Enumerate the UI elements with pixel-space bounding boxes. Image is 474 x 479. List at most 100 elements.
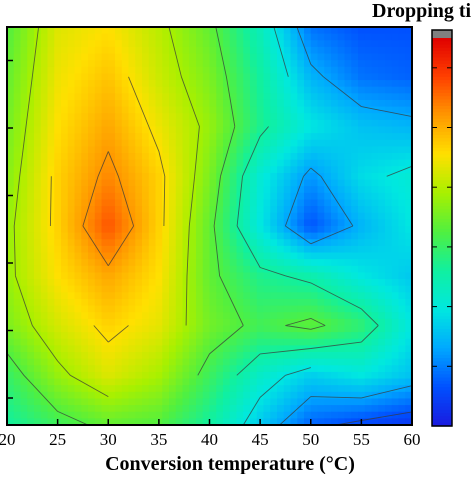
heatmap-cell: [216, 226, 224, 234]
heatmap-cell: [364, 73, 373, 81]
heatmap-cell: [115, 272, 123, 280]
heatmap-cell: [317, 325, 325, 333]
heatmap-cell: [317, 285, 325, 293]
colorbar-segment: [432, 105, 452, 110]
heatmap-cell: [88, 153, 96, 161]
heatmap-cell: [209, 318, 217, 327]
heatmap-cell: [27, 126, 35, 134]
colorbar-segment: [432, 238, 452, 243]
heatmap-cell: [405, 358, 412, 366]
heatmap-cell: [317, 338, 325, 346]
heatmap-cell: [317, 186, 325, 194]
heatmap-cell: [13, 418, 22, 425]
heatmap-cell: [27, 325, 35, 333]
heatmap-cell: [108, 259, 116, 267]
heatmap-cell: [216, 305, 224, 313]
heatmap-cell: [277, 292, 285, 300]
heatmap-cell: [263, 166, 271, 174]
heatmap-cell: [47, 119, 55, 128]
heatmap-cell: [297, 332, 305, 340]
heatmap-cell: [13, 378, 22, 386]
heatmap-cell: [331, 113, 339, 121]
heatmap-cell: [128, 411, 136, 419]
heatmap-cell: [142, 352, 150, 360]
heatmap-cell: [7, 27, 15, 35]
heatmap-cell: [351, 305, 359, 313]
heatmap-cell: [290, 40, 298, 48]
heatmap-cell: [371, 66, 379, 75]
heatmap-cell: [115, 106, 123, 114]
heatmap-cell: [270, 279, 278, 287]
heatmap-cell: [189, 126, 197, 134]
heatmap-cell: [202, 99, 211, 108]
heatmap-cell: [324, 325, 332, 333]
heatmap-cell: [243, 358, 251, 366]
heatmap-cell: [263, 212, 271, 220]
heatmap-cell: [358, 265, 366, 274]
heatmap-cell: [229, 86, 238, 94]
heatmap-cell: [351, 405, 359, 413]
heatmap-cell: [405, 99, 412, 108]
heatmap-cell: [182, 272, 190, 280]
heatmap-cell: [155, 159, 163, 167]
heatmap-cell: [398, 219, 406, 227]
heatmap-cell: [182, 46, 190, 55]
colorbar-segment: [432, 416, 452, 421]
heatmap-cell: [351, 219, 359, 227]
heatmap-cell: [371, 371, 379, 380]
heatmap-cell: [88, 405, 96, 413]
heatmap-cell: [358, 212, 366, 220]
heatmap-cell: [337, 358, 346, 366]
heatmap-cell: [155, 146, 163, 154]
heatmap-cell: [290, 298, 298, 307]
heatmap-cell: [74, 325, 82, 333]
heatmap-cell: [385, 385, 393, 393]
heatmap-cell: [304, 166, 312, 174]
heatmap-cell: [263, 245, 271, 254]
heatmap-cell: [405, 226, 412, 234]
heatmap-cell: [61, 153, 69, 161]
heatmap-cell: [142, 153, 150, 161]
heatmap-cell: [94, 99, 103, 108]
heatmap-cell: [67, 73, 76, 81]
heatmap-cell: [142, 206, 150, 214]
heatmap-cell: [398, 312, 406, 320]
heatmap-cell: [155, 285, 163, 293]
heatmap-cell: [243, 232, 251, 240]
heatmap-cell: [67, 146, 76, 154]
heatmap-cell: [243, 305, 251, 313]
heatmap-cell: [148, 73, 157, 81]
heatmap-cell: [270, 298, 278, 307]
heatmap-cell: [209, 80, 217, 88]
heatmap-cell: [270, 312, 278, 320]
heatmap-cell: [196, 338, 204, 346]
heatmap-cell: [115, 312, 123, 320]
heatmap-cell: [364, 179, 373, 187]
heatmap-cell: [135, 99, 143, 108]
heatmap-cell: [34, 106, 42, 114]
heatmap-cell: [209, 239, 217, 247]
heatmap-cell: [277, 133, 285, 141]
heatmap-cell: [189, 371, 197, 380]
heatmap-cell: [13, 371, 22, 380]
heatmap-cell: [67, 332, 76, 340]
heatmap-cell: [108, 298, 116, 307]
heatmap-cell: [81, 126, 89, 134]
heatmap-cell: [304, 133, 312, 141]
heatmap-cell: [324, 159, 332, 167]
heatmap-cell: [34, 186, 42, 194]
heatmap-cell: [331, 106, 339, 114]
heatmap-cell: [385, 298, 393, 307]
heatmap-cell: [182, 33, 190, 41]
heatmap-cell: [13, 318, 22, 327]
heatmap-cell: [88, 27, 96, 35]
heatmap-cell: [358, 292, 366, 300]
heatmap-cell: [189, 312, 197, 320]
heatmap-cell: [34, 398, 42, 406]
colorbar-segment: [432, 38, 452, 42]
heatmap-cell: [162, 285, 170, 293]
heatmap-cell: [54, 133, 62, 141]
heatmap-cell: [243, 405, 251, 413]
heatmap-cell: [250, 153, 258, 161]
heatmap-cell: [223, 60, 231, 68]
